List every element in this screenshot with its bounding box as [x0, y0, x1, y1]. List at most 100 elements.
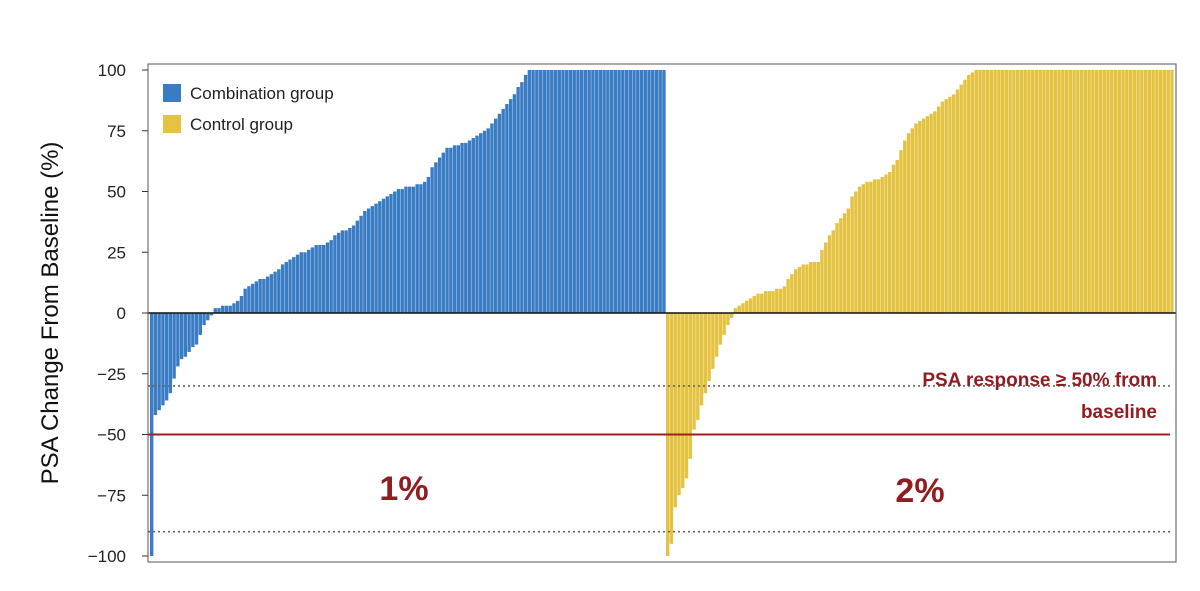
combination-bar — [385, 196, 389, 313]
combination-bar — [408, 186, 412, 313]
combination-response-rate: 1% — [379, 470, 428, 508]
control-bar — [989, 70, 994, 313]
combination-bar — [374, 203, 378, 313]
y-tick-label: 0 — [117, 304, 126, 323]
combination-bar — [565, 70, 569, 313]
combination-bar — [404, 186, 408, 313]
control-bar — [714, 313, 719, 357]
combination-bar — [658, 70, 662, 313]
control-bar — [752, 295, 756, 313]
combination-bar — [602, 70, 606, 313]
combination-bar — [351, 225, 356, 313]
control-bar — [1072, 70, 1076, 313]
combination-bar — [269, 274, 274, 313]
combination-bar — [501, 108, 505, 313]
control-bar — [1106, 70, 1110, 313]
combination-bar — [198, 313, 202, 335]
control-bar — [782, 286, 787, 313]
y-axis: 100 75 50 25 0 −25 −50 −75 −100 — [88, 61, 148, 566]
combination-bar — [277, 269, 281, 313]
control-bar — [726, 313, 730, 326]
control-bar — [948, 96, 952, 313]
control-bar — [703, 313, 708, 394]
control-bar — [955, 89, 960, 313]
combination-bar — [273, 271, 277, 313]
combination-bar — [419, 184, 423, 313]
combination-bar — [258, 278, 262, 313]
control-bar — [812, 261, 817, 313]
control-bar — [771, 291, 775, 313]
control-bar — [831, 230, 835, 313]
combination-bar — [284, 261, 288, 313]
combination-bar — [486, 128, 490, 313]
combination-bar — [228, 305, 232, 313]
combination-bar — [553, 70, 558, 313]
combination-bar — [415, 184, 419, 313]
response-threshold-annotation-line2: baseline — [1081, 402, 1157, 423]
combination-bar — [452, 145, 457, 313]
control-bar — [786, 278, 790, 313]
combination-bar — [460, 142, 464, 313]
combination-bar — [396, 189, 401, 313]
control-bar — [940, 101, 945, 313]
control-bar — [1046, 70, 1050, 313]
combination-bar — [157, 313, 161, 411]
combination-bar — [613, 70, 618, 313]
combination-bar — [636, 70, 640, 313]
combination-bar — [643, 70, 647, 313]
y-tick-label: −50 — [97, 426, 126, 445]
combination-bar — [445, 147, 449, 313]
combination-bar — [292, 257, 296, 313]
combination-bar — [497, 113, 502, 314]
combination-bar — [557, 70, 561, 313]
control-bar — [1158, 70, 1163, 313]
control-bar — [982, 70, 986, 313]
combination-bar — [250, 283, 255, 313]
combination-bar — [303, 252, 307, 313]
combination-bar — [437, 157, 442, 313]
control-bar — [1094, 70, 1099, 313]
combination-bar — [464, 142, 468, 313]
control-bar — [763, 291, 768, 313]
combination-bar — [329, 240, 333, 313]
reference-lines — [148, 385, 1170, 533]
combination-bar — [621, 70, 625, 313]
combination-bar — [161, 313, 165, 406]
combination-bar — [516, 87, 520, 313]
control-bar — [921, 118, 926, 313]
control-bar — [1079, 70, 1084, 313]
control-bar — [1049, 70, 1054, 313]
control-bar — [978, 70, 982, 313]
control-bar — [880, 176, 884, 313]
combination-bar — [617, 70, 621, 313]
combination-bar — [527, 70, 532, 313]
legend-label-control: Control group — [190, 115, 293, 134]
control-bar — [1034, 70, 1039, 313]
control-bar — [673, 313, 677, 508]
y-tick-label: −25 — [97, 365, 126, 384]
combination-bar — [594, 70, 599, 313]
y-tick-label: −75 — [97, 486, 126, 505]
control-bar — [985, 70, 990, 313]
combination-bar — [651, 70, 655, 313]
control-bar — [997, 70, 1001, 313]
combination-bar — [295, 254, 300, 313]
control-bar — [805, 264, 809, 313]
y-axis-label: PSA Change From Baseline (%) — [37, 142, 64, 485]
control-bar — [1064, 70, 1069, 313]
combination-bar — [366, 208, 371, 313]
control-bar — [767, 291, 772, 313]
control-bar — [684, 313, 689, 479]
combination-bar — [344, 230, 348, 313]
combination-bar — [580, 70, 584, 313]
combination-bar — [363, 210, 367, 313]
control-bar — [910, 128, 914, 313]
control-bar — [835, 223, 839, 313]
y-tick-label: 25 — [107, 243, 126, 262]
combination-bar — [209, 313, 214, 316]
combination-bar — [624, 70, 629, 313]
combination-bar — [348, 227, 352, 313]
legend: Combination group Control group — [163, 84, 334, 134]
combination-bar — [340, 230, 345, 313]
control-bar — [903, 140, 907, 313]
